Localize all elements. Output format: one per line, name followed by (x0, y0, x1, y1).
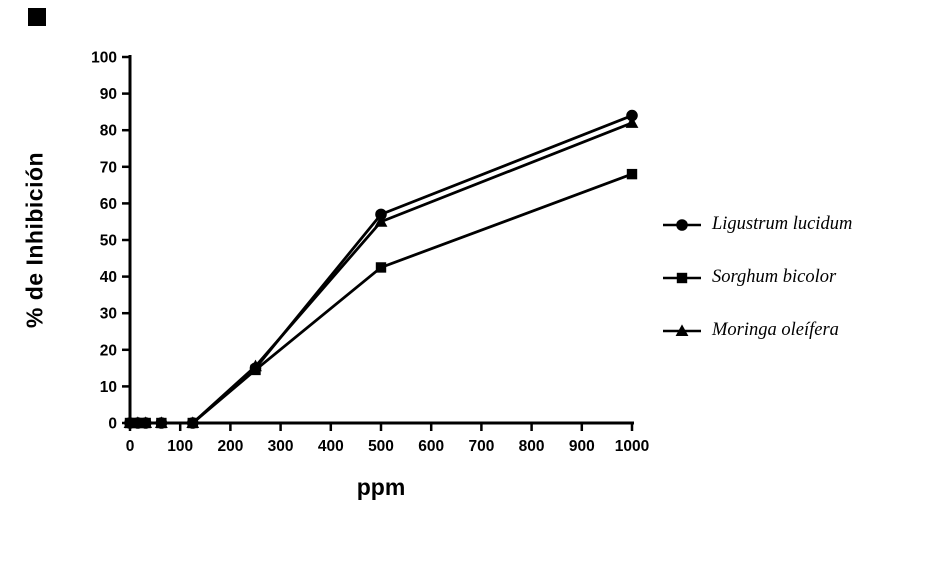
svg-text:50: 50 (100, 233, 117, 250)
corner-mark (28, 8, 46, 26)
circle-marker-icon (663, 218, 701, 231)
svg-text:10: 10 (100, 379, 117, 396)
svg-text:30: 30 (100, 306, 117, 323)
svg-text:40: 40 (100, 269, 117, 286)
svg-text:70: 70 (100, 159, 117, 176)
square-marker-icon (663, 272, 701, 283)
svg-text:500: 500 (368, 438, 394, 455)
svg-text:100: 100 (167, 438, 193, 455)
legend-label: Sorghum bicolor (712, 267, 837, 287)
legend-item-ligustrum: Ligustrum lucidum (662, 214, 852, 235)
legend-item-moringa: Moringa oleífera (662, 320, 852, 341)
svg-text:80: 80 (100, 123, 117, 140)
svg-text:300: 300 (268, 438, 294, 455)
svg-text:90: 90 (100, 86, 117, 103)
svg-text:600: 600 (418, 438, 444, 455)
legend-item-sorghum: Sorghum bicolor (662, 267, 852, 288)
svg-text:400: 400 (318, 438, 344, 455)
svg-text:100: 100 (91, 50, 117, 67)
svg-text:0: 0 (108, 416, 117, 433)
y-axis-title: % de Inhibición (21, 151, 48, 329)
svg-text:700: 700 (468, 438, 494, 455)
x-axis-title: ppm (356, 474, 406, 500)
triangle-marker-icon (663, 323, 701, 336)
svg-text:0: 0 (126, 438, 135, 455)
legend-label: Moringa oleífera (712, 320, 839, 340)
svg-text:20: 20 (100, 342, 117, 359)
svg-text:1000: 1000 (615, 438, 649, 455)
legend-label: Ligustrum lucidum (712, 214, 853, 234)
chart-legend: Ligustrum lucidum Sorghum bicolor Moring… (662, 214, 852, 341)
svg-text:60: 60 (100, 196, 117, 213)
svg-text:200: 200 (217, 438, 243, 455)
svg-text:800: 800 (519, 438, 545, 455)
svg-text:900: 900 (569, 438, 595, 455)
